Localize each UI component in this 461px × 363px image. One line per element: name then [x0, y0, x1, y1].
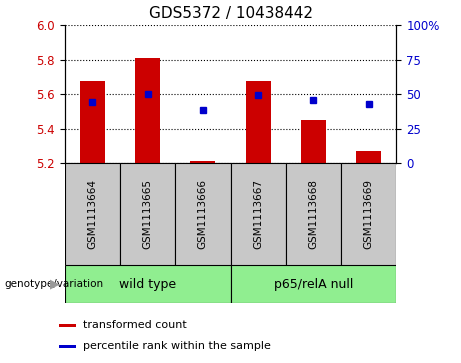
Bar — [59, 345, 76, 348]
Bar — [301, 120, 326, 163]
Bar — [230, 163, 286, 265]
Text: wild type: wild type — [119, 278, 176, 290]
Text: p65/relA null: p65/relA null — [274, 278, 353, 290]
Text: GSM1113666: GSM1113666 — [198, 179, 208, 249]
Text: GSM1113669: GSM1113669 — [364, 179, 374, 249]
Text: GSM1113665: GSM1113665 — [142, 179, 153, 249]
Bar — [65, 265, 230, 303]
Bar — [230, 265, 396, 303]
Text: ▶: ▶ — [50, 278, 60, 290]
Bar — [341, 163, 396, 265]
Bar — [65, 163, 120, 265]
Bar — [80, 81, 105, 163]
Bar — [59, 324, 76, 327]
Text: genotype/variation: genotype/variation — [5, 279, 104, 289]
Text: GSM1113667: GSM1113667 — [253, 179, 263, 249]
Bar — [246, 81, 271, 163]
Text: percentile rank within the sample: percentile rank within the sample — [83, 341, 271, 351]
Bar — [286, 163, 341, 265]
Text: transformed count: transformed count — [83, 321, 187, 330]
Bar — [190, 161, 215, 163]
Bar — [135, 58, 160, 163]
Bar — [120, 163, 175, 265]
Text: GSM1113664: GSM1113664 — [87, 179, 97, 249]
Title: GDS5372 / 10438442: GDS5372 / 10438442 — [148, 7, 313, 21]
Bar — [356, 151, 381, 163]
Bar — [175, 163, 230, 265]
Text: GSM1113668: GSM1113668 — [308, 179, 319, 249]
